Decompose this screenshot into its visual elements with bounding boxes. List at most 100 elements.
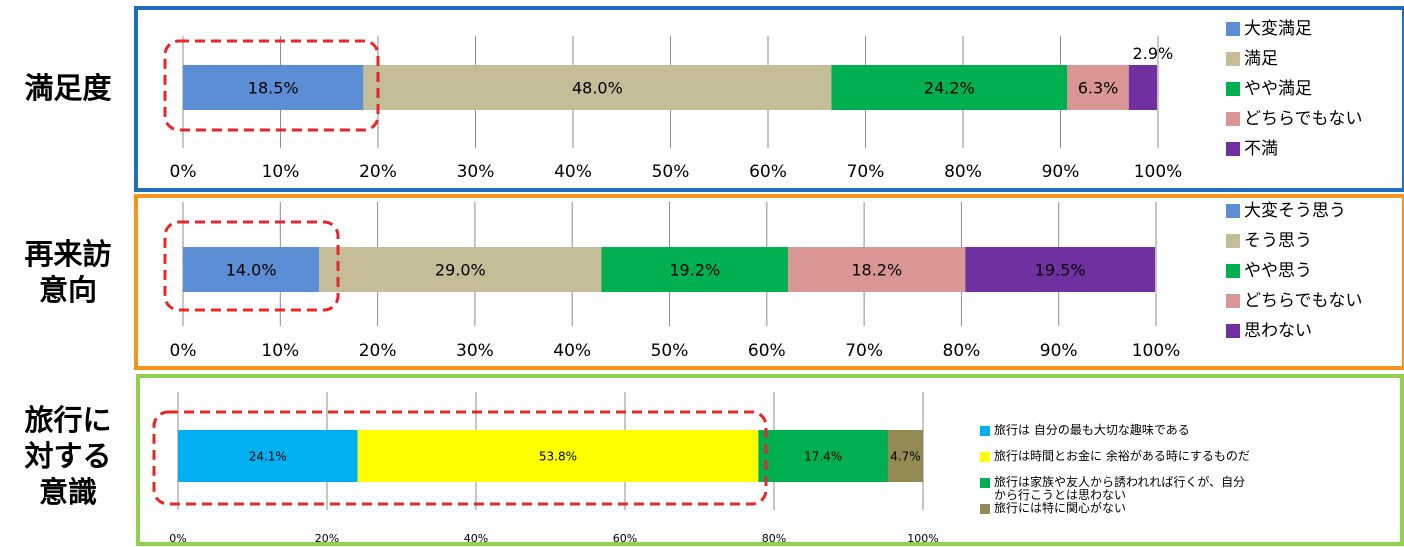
- x-tick-label: 60%: [613, 532, 637, 545]
- bar-segment: [831, 65, 1068, 110]
- section-label-revisit: 再来訪 意向: [0, 236, 136, 308]
- x-tick-label: 80%: [943, 341, 981, 361]
- legend-label: 大変そう思う: [1244, 201, 1346, 221]
- data-label: 6.3%: [1078, 78, 1119, 97]
- x-tick-label: 20%: [359, 341, 397, 361]
- legend-label: から行こうとは思わない: [994, 488, 1126, 502]
- data-label: 2.9%: [1133, 44, 1174, 63]
- legend-label: どちらでもない: [1244, 109, 1363, 129]
- data-label: 18.2%: [851, 260, 902, 279]
- legend-label: どちらでもない: [1244, 291, 1363, 311]
- bar-segment: [178, 430, 358, 482]
- bar-segment: [887, 430, 923, 482]
- x-tick-label: 40%: [554, 162, 592, 182]
- legend-label: 旅行は時間とお金に 余裕がある時にするものだ: [994, 448, 1250, 463]
- legend-label: 思わない: [1244, 321, 1312, 341]
- legend-swatch: [980, 426, 990, 436]
- section-label-line: 意識: [38, 475, 97, 509]
- legend-swatch: [1226, 142, 1240, 156]
- chart-frame: [134, 6, 1404, 192]
- data-label: 4.7%: [890, 449, 921, 463]
- legend-swatch: [1226, 52, 1240, 66]
- section-label-line: 再来訪: [24, 237, 112, 271]
- data-label: 14.0%: [226, 260, 277, 279]
- section-label-satisfaction: 満足度: [0, 70, 136, 106]
- x-tick-label: 0%: [169, 532, 186, 545]
- x-tick-label: 0%: [170, 162, 197, 182]
- data-label: 53.8%: [539, 449, 577, 463]
- legend-swatch: [1226, 234, 1240, 248]
- data-label: 24.1%: [249, 449, 287, 463]
- x-tick-label: 80%: [762, 532, 786, 545]
- bar-segment: [363, 65, 832, 110]
- legend-label: 旅行は 自分の最も大切な趣味である: [994, 422, 1190, 437]
- bar-segment: [788, 247, 966, 292]
- data-label: 19.5%: [1035, 260, 1086, 279]
- legend-swatch: [1226, 82, 1240, 96]
- legend-swatch: [980, 504, 990, 514]
- x-tick-label: 10%: [261, 341, 299, 361]
- x-tick-label: 60%: [748, 341, 786, 361]
- chart-frame: [134, 194, 1404, 370]
- bar-segment: [1128, 65, 1158, 110]
- x-tick-label: 50%: [651, 341, 689, 361]
- legend-swatch: [980, 478, 990, 488]
- x-tick-label: 70%: [845, 341, 883, 361]
- legend-label: 満足: [1244, 49, 1278, 69]
- legend-swatch: [980, 452, 990, 462]
- legend-swatch: [1226, 324, 1240, 338]
- x-tick-label: 40%: [464, 532, 488, 545]
- x-tick-label: 20%: [359, 162, 397, 182]
- legend-label: やや思う: [1244, 261, 1312, 281]
- bar-segment: [1067, 65, 1129, 110]
- legend-label: やや満足: [1244, 79, 1312, 99]
- data-label: 18.5%: [248, 78, 299, 97]
- x-tick-label: 10%: [262, 162, 300, 182]
- legend-swatch: [1226, 294, 1240, 308]
- legend-swatch: [1226, 204, 1240, 218]
- section-label-line: 満足度: [24, 71, 112, 105]
- data-label: 48.0%: [572, 78, 623, 97]
- bar-segment: [758, 430, 888, 482]
- legend-label: 旅行は家族や友人から誘われれば行くが、自分: [994, 474, 1245, 489]
- x-tick-label: 30%: [457, 162, 495, 182]
- legend-swatch: [1226, 112, 1240, 126]
- x-tick-label: 80%: [944, 162, 982, 182]
- data-label: 19.2%: [669, 260, 720, 279]
- x-tick-label: 30%: [456, 341, 494, 361]
- chart-frame: [136, 374, 1404, 546]
- bar-segment: [183, 65, 364, 110]
- x-tick-label: 50%: [652, 162, 690, 182]
- bar-segment: [183, 247, 320, 292]
- legend-swatch: [1226, 22, 1240, 36]
- data-label: 17.4%: [804, 449, 842, 463]
- bar-segment: [319, 247, 602, 292]
- legend-label: 大変満足: [1244, 19, 1312, 39]
- bar-segment: [601, 247, 789, 292]
- x-tick-label: 100%: [1132, 341, 1181, 361]
- x-tick-label: 20%: [315, 532, 339, 545]
- data-label: 24.2%: [924, 78, 975, 97]
- data-label: 29.0%: [435, 260, 486, 279]
- x-tick-label: 40%: [553, 341, 591, 361]
- x-tick-label: 90%: [1040, 341, 1078, 361]
- highlight-box: [163, 220, 340, 312]
- x-tick-label: 100%: [907, 532, 938, 545]
- legend-swatch: [1226, 264, 1240, 278]
- x-tick-label: 90%: [1042, 162, 1080, 182]
- section-label-line: 対する: [24, 439, 112, 473]
- legend-label: 不満: [1244, 139, 1278, 159]
- x-tick-label: 60%: [749, 162, 787, 182]
- section-label-travel-attitude: 旅行に 対する 意識: [0, 402, 136, 510]
- bar-segment: [357, 430, 759, 482]
- x-tick-label: 100%: [1134, 162, 1183, 182]
- section-label-line: 意向: [38, 273, 97, 307]
- x-tick-label: 70%: [847, 162, 885, 182]
- legend-label: そう思う: [1244, 231, 1312, 251]
- bar-segment: [965, 247, 1156, 292]
- x-tick-label: 0%: [170, 341, 197, 361]
- legend-label: 旅行には特に関心がない: [994, 500, 1126, 515]
- highlight-box: [152, 410, 768, 506]
- section-label-line: 旅行に: [24, 403, 112, 437]
